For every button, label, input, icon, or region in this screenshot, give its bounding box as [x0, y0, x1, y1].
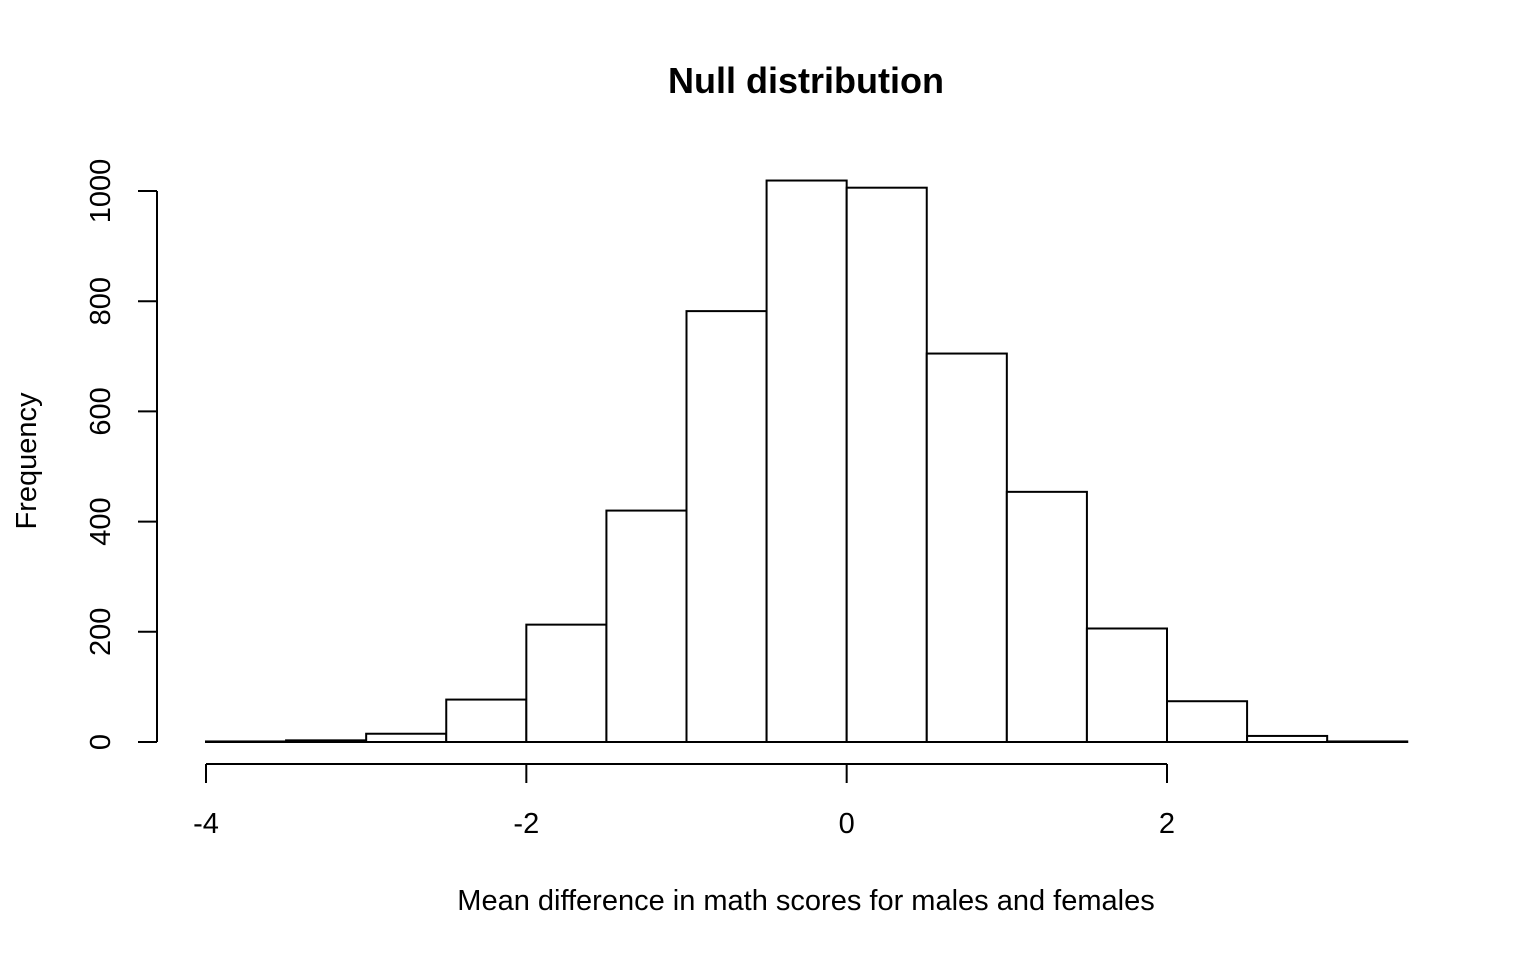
histogram-bar — [845, 186, 928, 744]
histogram-bar — [1166, 700, 1249, 744]
x-tick-label: -4 — [193, 808, 219, 840]
bars-group — [205, 179, 1409, 744]
chart-title: Null distribution — [668, 60, 944, 101]
y-tick-label: 400 — [85, 497, 117, 545]
x-axis: -4 -2 0 2 — [193, 763, 1175, 840]
x-axis-label: Mean difference in math scores for males… — [457, 885, 1154, 917]
x-tick-label: -2 — [513, 808, 539, 840]
histogram-bar — [365, 732, 448, 743]
y-axis-label: Frequency — [11, 392, 43, 530]
y-tick-label: 200 — [85, 608, 117, 656]
y-axis: 0 200 400 600 800 1000 — [85, 159, 158, 750]
histogram-bar — [525, 623, 608, 744]
histogram-bar — [765, 179, 848, 743]
histogram-bar — [1085, 627, 1168, 744]
y-tick-label: 800 — [85, 277, 117, 325]
histogram-bar — [605, 509, 688, 743]
histogram-bar — [445, 698, 528, 743]
histogram-bar — [685, 310, 768, 743]
y-tick-label: 1000 — [85, 159, 117, 224]
histogram-bar — [925, 352, 1008, 743]
x-tick-label: 2 — [1159, 808, 1175, 840]
y-tick-label: 600 — [85, 387, 117, 435]
y-tick-label: 0 — [85, 734, 117, 750]
histogram-bar — [1005, 490, 1088, 744]
x-tick-label: 0 — [839, 808, 855, 840]
